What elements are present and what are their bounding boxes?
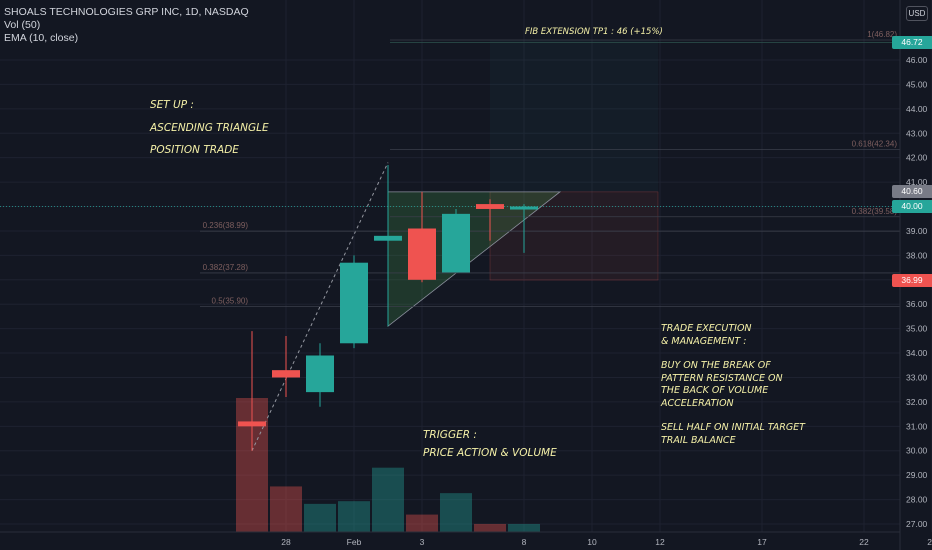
x-tick-label: 12 <box>655 537 665 547</box>
trade-note-line <box>661 348 805 360</box>
trade-note-line: ACCELERATION <box>661 397 734 409</box>
fib-level-label: 0.5(35.90) <box>212 297 249 306</box>
fib-level-label: 1(46.82) <box>867 30 897 39</box>
y-tick-label: 39.00 <box>906 226 928 236</box>
volume-indicator-label[interactable]: Vol (50) <box>4 19 41 31</box>
y-tick-label: 30.00 <box>906 446 928 456</box>
trade-note-line <box>661 410 805 422</box>
volume-bar <box>474 523 506 532</box>
trade-note-line: TRADE EXECUTION <box>661 323 752 334</box>
trade-note-line: BUY ON THE BREAK OF <box>661 360 771 371</box>
volume-bar <box>372 467 404 532</box>
fib-levels: 1(46.82) 0.618(42.34) 0.382(39.58) 0.236(38… <box>200 30 900 308</box>
fib-extension-label[interactable]: FIB EXTENSION TP1 : 46 (+15%) <box>525 27 663 37</box>
volume-bar <box>440 493 472 532</box>
symbol-title[interactable]: SHOALS TECHNOLOGIES GRP INC, 1D, NASDAQ <box>4 6 249 18</box>
volume-bar <box>338 501 370 532</box>
trade-note-line: TRAIL BALANCE <box>661 434 736 446</box>
x-tick-label: 28 <box>281 537 291 547</box>
candle-body <box>238 421 266 427</box>
drawing-zones <box>0 39 900 451</box>
ema-indicator-label[interactable]: EMA (10, close) <box>4 32 79 44</box>
trade-note-line: SELL HALF ON INITIAL TARGET <box>661 422 805 433</box>
setup-title[interactable]: SET UP : <box>150 99 194 111</box>
y-tick-label: 28.00 <box>906 495 928 505</box>
trade-note-line: PATTERN RESISTANCE ON <box>661 372 783 384</box>
candle-body <box>306 355 334 393</box>
y-tick-label: 32.00 <box>906 397 928 407</box>
x-tick-label: Feb <box>347 537 362 547</box>
x-tick-label: 24 <box>927 537 932 547</box>
candle-body <box>340 262 368 344</box>
x-tick-label: 3 <box>420 537 425 547</box>
target-zone <box>490 39 658 192</box>
price-tag-stop: 36.99 <box>892 273 932 287</box>
y-tick-label: 34.00 <box>906 348 928 358</box>
fib-level-label: 0.382(39.58) <box>852 207 898 216</box>
x-tick-label: 8 <box>522 537 527 547</box>
volume-bar <box>406 514 438 532</box>
y-tick-label: 42.00 <box>906 153 928 163</box>
setup-type[interactable]: POSITION TRADE <box>150 144 239 156</box>
price-tag-target: 46.72 <box>892 35 932 49</box>
y-tick-label: 43.00 <box>906 128 928 138</box>
candle-body <box>272 370 300 378</box>
price-axis: 27.00 28.00 29.00 30.00 31.00 32.00 33.00 34.00… <box>899 0 928 550</box>
y-tick-label: 35.00 <box>906 324 928 334</box>
y-tick-label: 36.00 <box>906 299 928 309</box>
fib-level-label: 0.236(38.99) <box>203 221 249 230</box>
candlesticks <box>238 165 538 451</box>
fib-level-label: 0.382(37.28) <box>203 263 249 272</box>
volume-bars <box>236 398 540 532</box>
trigger-title[interactable]: TRIGGER : <box>423 429 477 441</box>
candle-body <box>510 206 538 210</box>
y-tick-label: 45.00 <box>906 79 928 89</box>
volume-bar <box>270 486 302 532</box>
trade-note-line: & MANAGEMENT : <box>661 335 747 347</box>
y-tick-label: 33.00 <box>906 372 928 382</box>
currency-badge[interactable]: USD <box>906 6 928 21</box>
y-tick-label: 31.00 <box>906 421 928 431</box>
x-tick-label: 10 <box>587 537 597 547</box>
fib-level-label: 0.618(42.34) <box>852 139 898 148</box>
y-tick-label: 44.00 <box>906 104 928 114</box>
trend-line <box>251 162 389 451</box>
time-axis: 28 Feb 3 8 10 12 17 22 24 <box>0 531 932 547</box>
y-tick-label: 38.00 <box>906 250 928 260</box>
y-tick-label: 29.00 <box>906 470 928 480</box>
x-tick-label: 17 <box>757 537 767 547</box>
price-tag-last: 40.00 <box>892 200 932 214</box>
volume-bar <box>508 523 540 532</box>
chart-legend: SHOALS TECHNOLOGIES GRP INC, 1D, NASDAQ … <box>4 6 249 45</box>
trade-management-note[interactable]: TRADE EXECUTION & MANAGEMENT : BUY ON TH… <box>661 323 805 447</box>
trade-note-line: THE BACK OF VOLUME <box>661 385 769 396</box>
y-tick-label: 46.00 <box>906 55 928 65</box>
y-tick-label: 41.00 <box>906 177 928 187</box>
volume-bar <box>304 503 336 532</box>
price-tag-resistance: 40.60 <box>892 185 932 199</box>
x-tick-label: 22 <box>859 537 869 547</box>
trigger-body[interactable]: PRICE ACTION & VOLUME <box>423 447 557 459</box>
candle-body <box>408 228 436 280</box>
setup-pattern[interactable]: ASCENDING TRIANGLE <box>150 122 269 134</box>
y-tick-label: 27.00 <box>906 519 928 529</box>
candle-body <box>442 213 470 273</box>
candle-body <box>374 235 402 241</box>
candle-body <box>476 204 504 209</box>
